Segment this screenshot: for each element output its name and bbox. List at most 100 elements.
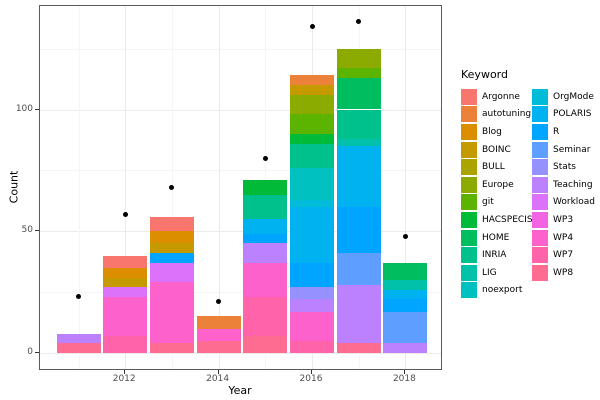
legend-key: WP8	[532, 264, 600, 282]
legend-key-label: WP4	[553, 232, 574, 243]
legend-key: WP3	[532, 211, 600, 229]
bar-segment	[290, 199, 334, 207]
x-tick-mark	[124, 370, 126, 374]
bar-segment	[383, 311, 428, 344]
y-major-gridline	[40, 353, 441, 354]
legend-column-1: Argonne autotuning Blog BOINC BULL Europe git H…	[461, 88, 533, 300]
bar-segment	[383, 299, 428, 312]
legend-color-swatch	[461, 211, 477, 228]
legend-key-label: OrgMode	[553, 91, 594, 102]
legend-key-label: POLARIS	[553, 109, 592, 120]
y-tick-mark	[35, 108, 39, 110]
legend-key-label: WP7	[553, 250, 574, 261]
bar-segment	[336, 206, 381, 254]
legend-key: R	[532, 123, 600, 141]
legend-key-label: autotuning	[482, 109, 532, 120]
bar-segment	[290, 340, 334, 353]
y-minor-gridline	[40, 170, 441, 172]
bar-segment	[336, 284, 381, 344]
legend-key: Stats	[532, 158, 600, 176]
bar-segment	[103, 277, 148, 288]
bar-segment	[290, 167, 334, 200]
legend-key: WP4	[532, 229, 600, 247]
legend-key-label: Seminar	[553, 144, 591, 155]
total-point	[122, 211, 128, 217]
bar-segment	[336, 68, 381, 78]
bar-segment	[196, 340, 241, 353]
bar-segment	[290, 143, 334, 168]
legend-key-label: WP8	[553, 267, 574, 278]
bar-segment	[149, 231, 194, 244]
bar-segment	[336, 138, 381, 147]
legend-key: HACSPECIS	[461, 211, 533, 229]
y-tick-label: 0	[27, 347, 33, 357]
bar-segment	[56, 333, 101, 344]
bar-segment	[243, 296, 288, 336]
y-minor-gridline	[40, 292, 441, 294]
legend-key: INRIA	[461, 246, 532, 264]
total-point	[402, 233, 408, 239]
bar-segment	[290, 287, 334, 300]
bar-segment	[383, 343, 428, 353]
bar-segment	[243, 194, 288, 220]
legend-color-swatch	[532, 194, 548, 211]
legend-key: Argonne	[461, 88, 532, 106]
x-major-gridline	[218, 6, 220, 369]
bar-segment	[56, 343, 101, 353]
x-major-gridline	[125, 6, 127, 369]
legend-color-swatch	[461, 194, 477, 211]
legend-key: HOME	[461, 229, 532, 247]
legend-key-label: Europe	[482, 179, 514, 190]
legend-key: autotuning	[461, 106, 532, 124]
y-axis-title: Count	[7, 170, 21, 204]
legend-key-label: HOME	[482, 232, 510, 243]
legend-color-swatch	[532, 176, 548, 193]
bar-segment	[196, 316, 241, 329]
bar-segment	[243, 335, 288, 353]
bar-segment	[103, 296, 148, 336]
bar-segment	[290, 94, 334, 115]
legend-column-2: OrgMode POLARIS R Seminar Stats Teaching Workl…	[532, 88, 600, 299]
bar-segment	[336, 343, 381, 353]
x-tick-label: 2014	[206, 374, 230, 384]
legend-key-label: Workload	[553, 197, 596, 208]
bar-segment	[290, 262, 334, 288]
bar-segment	[290, 85, 334, 95]
bar-segment	[290, 114, 334, 134]
x-tick-label: 2018	[392, 374, 416, 384]
bar-segment	[336, 48, 381, 69]
legend-key-label: INRIA	[482, 250, 507, 261]
legend-key-label: R	[553, 126, 560, 137]
bar-segment	[149, 282, 194, 344]
y-tick-label: 50	[21, 225, 33, 236]
y-major-gridline	[40, 109, 441, 111]
total-point	[262, 155, 268, 161]
y-minor-gridline	[40, 48, 441, 50]
y-tick-mark	[35, 230, 39, 232]
legend-key: WP7	[532, 246, 600, 264]
bar-segment	[103, 255, 148, 268]
x-tick-mark	[311, 370, 312, 374]
total-point	[309, 24, 315, 30]
legend-color-swatch	[532, 141, 548, 158]
bar-segment	[290, 133, 334, 144]
total-point	[356, 19, 362, 25]
legend-key-label: HACSPECIS	[482, 214, 533, 225]
legend-key: Seminar	[532, 141, 600, 159]
bar-segment	[149, 262, 194, 283]
legend-key-label: git	[482, 197, 494, 208]
bar-segment	[149, 243, 194, 254]
total-point	[169, 184, 175, 190]
x-tick-label: 2012	[112, 374, 136, 384]
legend-color-swatch	[461, 88, 477, 105]
y-major-gridline	[40, 231, 441, 233]
x-tick-mark	[404, 370, 406, 374]
legend-key-label: BOINC	[482, 144, 511, 155]
legend-key: Europe	[461, 176, 532, 194]
legend-key: noexport	[461, 282, 532, 300]
x-major-gridline	[405, 6, 407, 369]
legend-key: Workload	[532, 194, 600, 212]
legend-key-label: BULL	[482, 162, 505, 173]
legend-color-swatch	[532, 123, 548, 140]
